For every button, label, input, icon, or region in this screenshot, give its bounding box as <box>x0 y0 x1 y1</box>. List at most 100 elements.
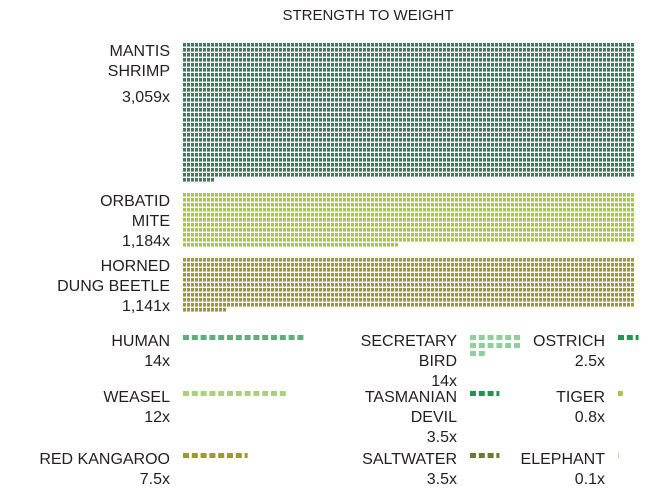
cell <box>211 168 214 172</box>
cell <box>439 208 442 212</box>
cell <box>307 213 310 217</box>
cell <box>495 118 498 122</box>
cell <box>547 278 550 282</box>
waffle <box>183 193 634 247</box>
cell <box>627 268 630 272</box>
cell <box>255 168 258 172</box>
cell <box>531 108 534 112</box>
cell <box>515 123 518 127</box>
cell <box>367 228 370 232</box>
cell <box>359 278 362 282</box>
cell <box>251 48 254 52</box>
cell <box>499 213 502 217</box>
cell <box>507 128 510 132</box>
cell <box>439 263 442 267</box>
cell <box>375 73 378 77</box>
cell <box>279 268 282 272</box>
cell <box>183 143 186 147</box>
cell <box>631 158 634 162</box>
cell <box>383 148 386 152</box>
cell <box>219 203 222 207</box>
cell <box>439 68 442 72</box>
cell <box>195 53 198 57</box>
cell <box>523 173 526 177</box>
cell <box>419 138 422 142</box>
cell <box>279 283 282 287</box>
cell <box>543 238 546 242</box>
cell <box>191 53 194 57</box>
cell <box>379 203 382 207</box>
cell <box>383 163 386 167</box>
cell <box>199 163 202 167</box>
cell <box>623 163 626 167</box>
cell <box>419 83 422 87</box>
cell <box>263 198 266 202</box>
cell <box>555 238 558 242</box>
cell <box>507 53 510 57</box>
cell <box>423 193 426 197</box>
cell <box>187 73 190 77</box>
cell <box>187 88 190 92</box>
cell <box>247 243 250 247</box>
cell <box>543 88 546 92</box>
cell <box>471 213 474 217</box>
cell <box>619 93 622 97</box>
cell <box>419 68 422 72</box>
cell <box>579 203 582 207</box>
cell <box>375 278 378 282</box>
cell <box>203 178 206 182</box>
cell <box>291 93 294 97</box>
cell <box>227 68 230 72</box>
cell <box>447 278 450 282</box>
cell <box>215 263 218 267</box>
cell <box>503 238 506 242</box>
cell <box>383 63 386 67</box>
cell <box>495 103 498 107</box>
cell <box>487 278 490 282</box>
cell <box>455 63 458 67</box>
cell <box>383 133 386 137</box>
cell <box>339 68 342 72</box>
cell <box>507 283 510 287</box>
cell <box>547 218 550 222</box>
cell <box>535 58 538 62</box>
cell <box>247 58 250 62</box>
cell <box>571 258 574 262</box>
cell <box>343 268 346 272</box>
cell <box>471 73 474 77</box>
cell <box>199 108 202 112</box>
cell <box>387 78 390 82</box>
cell <box>339 138 342 142</box>
cell <box>519 113 522 117</box>
cell <box>535 98 538 102</box>
cell <box>575 133 578 137</box>
cell <box>315 113 318 117</box>
cell <box>351 123 354 127</box>
cell <box>363 143 366 147</box>
cell <box>203 73 206 77</box>
cell <box>227 218 230 222</box>
cell <box>451 78 454 82</box>
cell <box>367 268 370 272</box>
cell <box>515 198 518 202</box>
cell <box>607 198 610 202</box>
cell <box>247 258 250 262</box>
cell <box>375 163 378 167</box>
cell <box>343 113 346 117</box>
cell <box>619 68 622 72</box>
cell <box>263 108 266 112</box>
cell <box>603 193 606 197</box>
cell <box>195 168 198 172</box>
cell <box>243 138 246 142</box>
cell <box>359 128 362 132</box>
cell <box>207 228 210 232</box>
cell <box>607 53 610 57</box>
cell <box>227 258 230 262</box>
cell <box>363 43 366 47</box>
cell <box>291 43 294 47</box>
cell <box>487 103 490 107</box>
cell <box>547 118 550 122</box>
cell <box>403 163 406 167</box>
cell <box>431 123 434 127</box>
cell <box>423 288 426 292</box>
